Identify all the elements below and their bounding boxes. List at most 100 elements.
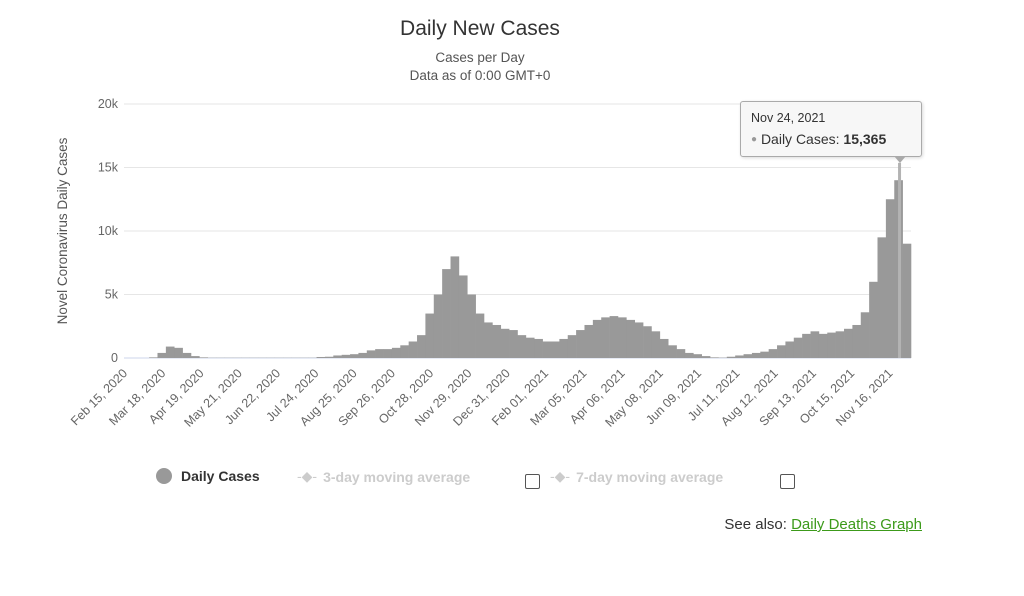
bar[interactable]	[877, 237, 887, 358]
y-axis-label: Novel Coronavirus Daily Cases	[55, 137, 70, 324]
bar[interactable]	[433, 294, 443, 359]
bar[interactable]	[869, 281, 878, 358]
legend-item-3-day-average[interactable]: -◆- 3-day moving average	[297, 468, 470, 485]
bar[interactable]	[559, 338, 569, 358]
bar[interactable]	[844, 328, 853, 358]
bar[interactable]	[400, 345, 409, 358]
legend-label: Daily Cases	[181, 468, 260, 484]
bar[interactable]	[534, 338, 543, 358]
bar[interactable]	[316, 356, 326, 358]
bar[interactable]	[324, 356, 334, 358]
line-marker-icon: -◆-	[550, 468, 571, 484]
bar[interactable]	[492, 324, 502, 358]
bar[interactable]	[659, 338, 669, 358]
bar[interactable]	[885, 199, 895, 358]
7-day-average-checkbox[interactable]	[780, 474, 795, 489]
bar[interactable]	[375, 349, 384, 358]
bar[interactable]	[425, 313, 435, 358]
tooltip: Nov 24, 2021 ● Daily Cases: 15,365	[740, 101, 922, 163]
bar[interactable]	[743, 354, 753, 358]
bar[interactable]	[735, 355, 744, 358]
bar[interactable]	[802, 333, 811, 358]
bar[interactable]	[751, 352, 761, 358]
bar[interactable]	[442, 269, 451, 358]
bar[interactable]	[827, 332, 836, 358]
bar[interactable]	[592, 319, 602, 358]
bar[interactable]	[643, 326, 652, 358]
bar[interactable]	[710, 357, 719, 358]
bar[interactable]	[902, 243, 912, 358]
legend-item-7-day-average[interactable]: -◆- 7-day moving average	[550, 468, 723, 485]
bar[interactable]	[333, 355, 342, 358]
bar[interactable]	[785, 341, 795, 358]
bar[interactable]	[408, 341, 418, 358]
bar[interactable]	[835, 331, 845, 358]
bar[interactable]	[634, 322, 644, 358]
bar[interactable]	[484, 322, 493, 358]
bar[interactable]	[701, 356, 711, 358]
bar[interactable]	[190, 356, 200, 358]
bar[interactable]	[500, 328, 510, 358]
bar[interactable]	[383, 349, 393, 358]
bar[interactable]	[601, 317, 610, 358]
bar[interactable]	[550, 341, 560, 358]
bar[interactable]	[450, 256, 460, 358]
bar[interactable]	[726, 356, 736, 358]
bar[interactable]	[358, 352, 368, 358]
bar[interactable]	[810, 331, 820, 358]
bar[interactable]	[768, 349, 778, 358]
bar[interactable]	[617, 317, 627, 358]
chart-title: Daily New Cases	[400, 17, 560, 40]
bar[interactable]	[609, 316, 619, 358]
line-marker-icon: -◆-	[297, 468, 318, 484]
legend-dot-icon	[156, 468, 172, 484]
bar[interactable]	[199, 357, 209, 358]
chart-subtitle-date: Data as of 0:00 GMT+0	[409, 68, 551, 83]
bar[interactable]	[626, 319, 636, 358]
bar[interactable]	[651, 331, 661, 358]
bar[interactable]	[777, 345, 786, 358]
bar[interactable]	[793, 337, 803, 358]
bar[interactable]	[576, 330, 585, 358]
bar[interactable]	[525, 337, 535, 358]
legend-label: 3-day moving average	[323, 468, 471, 485]
bar[interactable]	[467, 294, 476, 359]
tooltip-label: Daily Cases:	[760, 131, 840, 147]
bar[interactable]	[165, 346, 175, 358]
bar[interactable]	[693, 354, 702, 358]
bar[interactable]	[860, 312, 870, 358]
bar[interactable]	[584, 324, 594, 358]
y-tick-label: 10k	[98, 224, 119, 238]
bar[interactable]	[818, 333, 828, 358]
bar[interactable]	[149, 357, 158, 358]
bar[interactable]	[567, 335, 577, 358]
bar[interactable]	[157, 352, 167, 358]
bar[interactable]	[542, 341, 552, 358]
3-day-average-checkbox[interactable]	[525, 474, 540, 489]
tooltip-dot-icon: ●	[751, 134, 758, 145]
bar[interactable]	[341, 354, 351, 358]
bar[interactable]	[684, 352, 694, 358]
bar[interactable]	[760, 351, 769, 358]
highlighted-bar[interactable]	[898, 162, 902, 358]
legend-label: 7-day moving average	[576, 468, 724, 485]
tooltip-date: Nov 24, 2021	[751, 111, 826, 125]
bar[interactable]	[174, 347, 183, 358]
bar[interactable]	[676, 349, 686, 358]
bar[interactable]	[182, 352, 192, 358]
bar[interactable]	[391, 347, 401, 358]
y-tick-label: 5k	[105, 288, 119, 302]
bar[interactable]	[475, 313, 485, 358]
bar[interactable]	[350, 354, 359, 358]
tooltip-value: 15,365	[843, 131, 887, 147]
bar[interactable]	[458, 275, 468, 358]
bar[interactable]	[417, 335, 426, 358]
bar[interactable]	[668, 345, 677, 358]
bar[interactable]	[366, 350, 376, 358]
bar[interactable]	[509, 330, 518, 358]
daily-deaths-graph-link[interactable]: Daily Deaths Graph	[791, 516, 922, 533]
bar[interactable]	[517, 335, 527, 358]
bar[interactable]	[852, 324, 862, 358]
legend-item-daily-cases[interactable]: Daily Cases	[156, 468, 260, 484]
